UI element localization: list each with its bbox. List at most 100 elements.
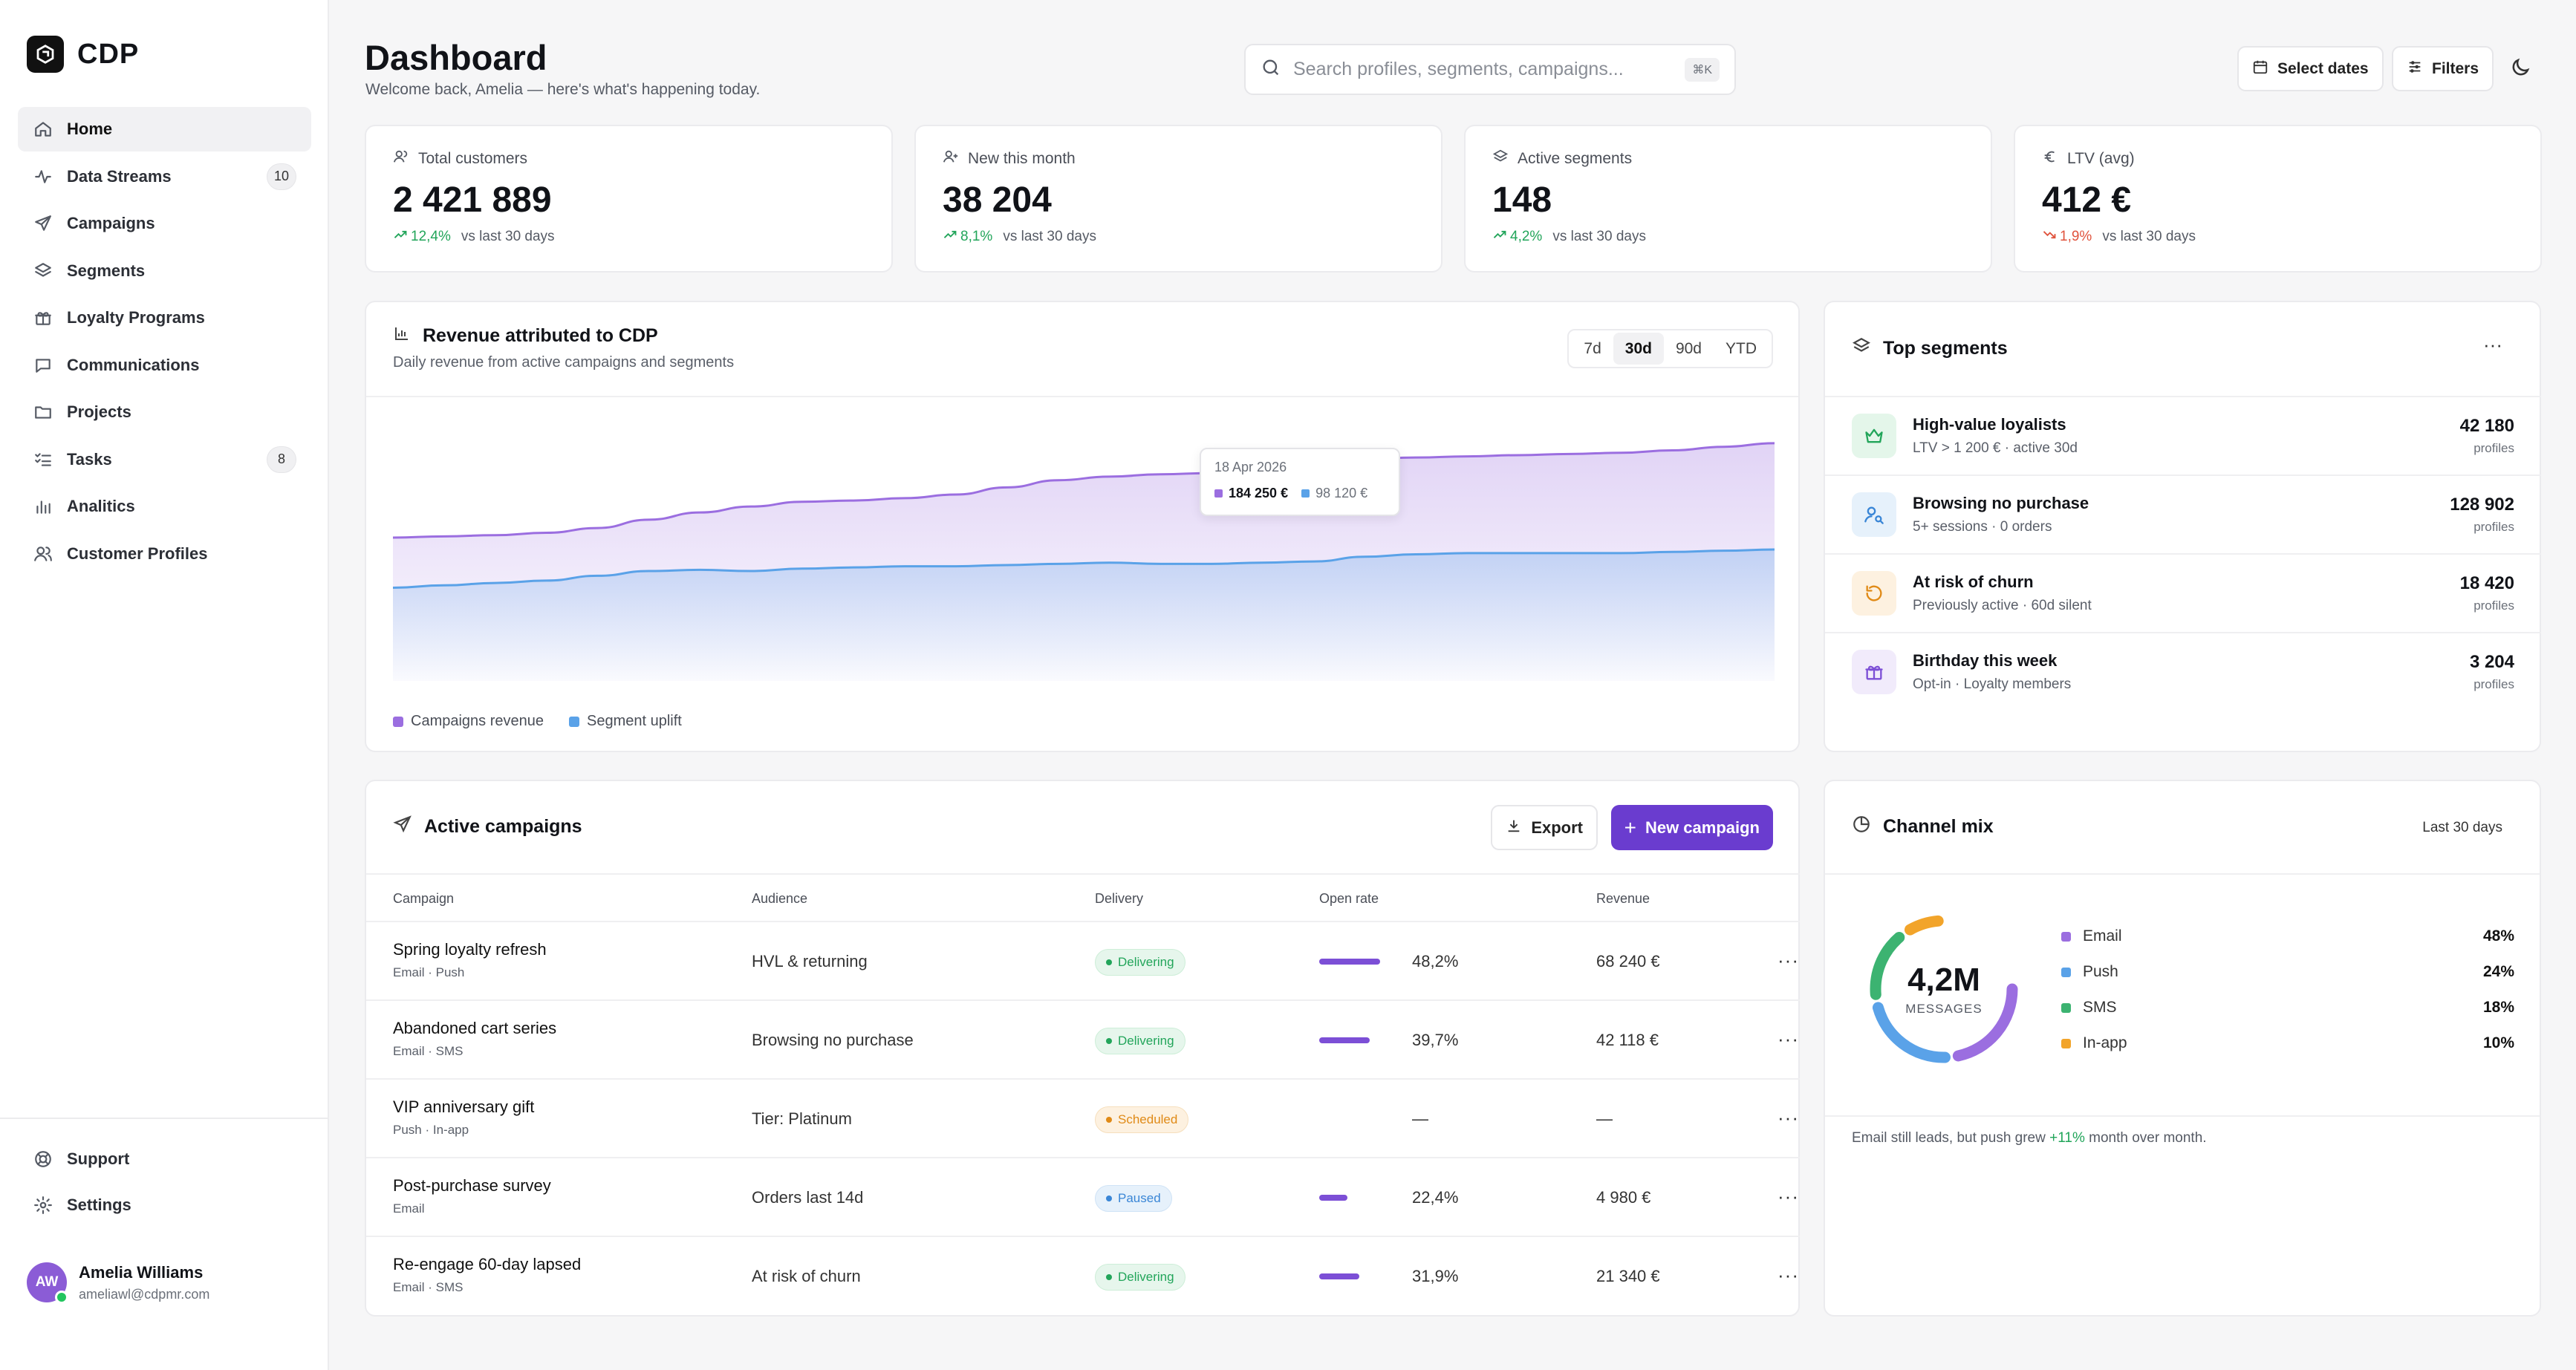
sidebar-item-tasks[interactable]: Tasks 8 bbox=[18, 437, 311, 482]
segment-unit: profiles bbox=[2473, 677, 2514, 691]
table-header: Campaign Audience Delivery Open rate Rev… bbox=[366, 873, 1800, 922]
range-tab-30d[interactable]: 30d bbox=[1613, 333, 1664, 365]
donut-total: 4,2M bbox=[1907, 962, 1980, 998]
channel-mix-period[interactable]: Last 30 days bbox=[2422, 820, 2502, 835]
sidebar-item-campaigns[interactable]: Campaigns bbox=[18, 201, 311, 246]
kpi-value: 38 204 bbox=[943, 180, 1052, 220]
users-icon bbox=[33, 544, 53, 564]
select-dates-button[interactable]: Select dates bbox=[2237, 46, 2384, 91]
col-campaign[interactable]: Campaign bbox=[393, 891, 455, 906]
sidebar-item-label: Tasks bbox=[67, 449, 112, 469]
online-status-dot bbox=[55, 1291, 68, 1304]
col-revenue[interactable]: Revenue bbox=[1596, 891, 1650, 906]
donut-slice-sms bbox=[1870, 915, 2018, 1063]
sidebar-item-loyalty-programs[interactable]: Loyalty Programs bbox=[18, 296, 311, 340]
avatar-initials: AW bbox=[35, 1274, 59, 1290]
channel-pct: 18% bbox=[2482, 999, 2514, 1016]
range-tab-90d[interactable]: 90d bbox=[1675, 339, 1702, 357]
crown-icon bbox=[1852, 414, 1896, 458]
campaigns-title: Active campaigns bbox=[424, 816, 582, 837]
campaign-name: Post-purchase survey bbox=[393, 1176, 551, 1195]
segment-row[interactable]: High-value loyalists LTV > 1 200 € · act… bbox=[1825, 396, 2541, 474]
row-more-icon[interactable]: ··· bbox=[1777, 949, 1799, 971]
campaign-audience: Tier: Platinum bbox=[752, 1109, 852, 1128]
tooltip-campaigns: 184 250 € bbox=[1214, 486, 1288, 501]
range-tab-7d[interactable]: 7d bbox=[1584, 339, 1601, 357]
table-row[interactable]: Spring loyalty refresh Email · Push HVL … bbox=[366, 922, 1800, 1001]
col-delivery[interactable]: Delivery bbox=[1095, 891, 1144, 906]
trend-up-icon bbox=[943, 227, 957, 247]
row-more-icon[interactable]: ··· bbox=[1777, 1106, 1799, 1129]
sidebar-item-label: Data Streams bbox=[67, 166, 172, 186]
segment-desc: Previously active · 60d silent bbox=[1913, 598, 2092, 613]
segment-count: 3 204 bbox=[2469, 652, 2514, 672]
table-row[interactable]: Re-engage 60-day lapsed Email · SMS At r… bbox=[366, 1237, 1800, 1316]
segment-row[interactable]: Birthday this week Opt-in · Loyalty memb… bbox=[1825, 632, 2541, 711]
campaign-revenue: 21 340 € bbox=[1596, 1267, 1660, 1285]
filters-button[interactable]: Filters bbox=[2392, 46, 2494, 91]
open-rate-value: 22,4% bbox=[1412, 1188, 1459, 1207]
segment-row[interactable]: At risk of churn Previously active · 60d… bbox=[1825, 553, 2541, 632]
campaign-name: Spring loyalty refresh bbox=[393, 940, 547, 959]
segment-name: High-value loyalists bbox=[1913, 415, 2066, 434]
sidebar-item-analitics[interactable]: Analitics bbox=[18, 484, 311, 529]
channel-row: SMS 18% bbox=[2061, 990, 2514, 1025]
sidebar: CDP Home Data Streams 10 Campaigns Segme… bbox=[0, 0, 329, 1370]
row-more-icon[interactable]: ··· bbox=[1777, 1185, 1799, 1207]
new-campaign-button[interactable]: + New campaign bbox=[1610, 805, 1773, 850]
row-more-icon[interactable]: ··· bbox=[1777, 1028, 1799, 1050]
campaign-channels: Email · Push bbox=[393, 965, 465, 979]
sidebar-item-segments[interactable]: Segments bbox=[18, 249, 311, 293]
donut-slice-email bbox=[1870, 915, 2018, 1063]
message-icon bbox=[33, 355, 53, 376]
top-segments-header: Top segments bbox=[1852, 336, 2008, 361]
search-bar[interactable]: ⌘K bbox=[1244, 44, 1736, 95]
table-row[interactable]: VIP anniversary gift Push · In-app Tier:… bbox=[366, 1080, 1800, 1158]
sidebar-item-projects[interactable]: Projects bbox=[18, 390, 311, 434]
export-button[interactable]: Export bbox=[1491, 805, 1598, 850]
users-icon bbox=[393, 149, 409, 169]
range-tab-ytd[interactable]: YTD bbox=[1726, 339, 1757, 357]
sidebar-item-data-streams[interactable]: Data Streams 10 bbox=[18, 154, 311, 199]
trend-up-icon bbox=[1492, 227, 1507, 247]
channel-mix-title: Channel mix bbox=[1883, 816, 1994, 837]
channel-row: Push 24% bbox=[2061, 954, 2514, 990]
channel-name: Push bbox=[2083, 963, 2118, 980]
lifebuoy-icon bbox=[33, 1149, 53, 1170]
sidebar-item-settings[interactable]: Settings bbox=[18, 1183, 311, 1227]
main-nav: Home Data Streams 10 Campaigns Segments … bbox=[18, 107, 311, 578]
main-content: Dashboard Welcome back, Amelia — here's … bbox=[329, 0, 2576, 1370]
sidebar-item-badge: 10 bbox=[267, 163, 296, 190]
sidebar-item-communications[interactable]: Communications bbox=[18, 343, 311, 388]
campaign-audience: Browsing no purchase bbox=[752, 1031, 914, 1049]
download-icon bbox=[1506, 818, 1522, 838]
user-email: ameliawl@cdpmr.com bbox=[79, 1286, 210, 1302]
series-line-1 bbox=[393, 548, 1775, 590]
channel-pct: 24% bbox=[2482, 963, 2514, 980]
more-options-icon[interactable]: ··· bbox=[2483, 333, 2502, 356]
logo[interactable]: CDP bbox=[27, 36, 139, 73]
kpi-card: New this month 38 204 8,1% vs last 30 da… bbox=[914, 125, 1443, 273]
sidebar-item-label: Customer Profiles bbox=[67, 544, 208, 563]
table-row[interactable]: Abandoned cart series Email · SMS Browsi… bbox=[366, 1001, 1800, 1080]
search-input[interactable] bbox=[1293, 59, 1674, 80]
user-profile[interactable]: AW Amelia Williams ameliawl@cdpmr.com bbox=[27, 1262, 210, 1304]
layers-icon bbox=[1492, 149, 1509, 169]
series-area-1 bbox=[393, 549, 1775, 681]
dark-mode-toggle-icon[interactable] bbox=[2509, 56, 2531, 82]
segment-unit: profiles bbox=[2473, 598, 2514, 613]
row-more-icon[interactable]: ··· bbox=[1777, 1264, 1799, 1286]
segment-desc: LTV > 1 200 € · active 30d bbox=[1913, 440, 2078, 456]
sidebar-item-customer-profiles[interactable]: Customer Profiles bbox=[18, 532, 311, 576]
sidebar-item-home[interactable]: Home bbox=[18, 107, 311, 151]
col-open-rate[interactable]: Open rate bbox=[1319, 891, 1379, 906]
table-row[interactable]: Post-purchase survey Email Orders last 1… bbox=[366, 1158, 1800, 1237]
sidebar-item-label: Loyalty Programs bbox=[67, 308, 205, 327]
export-label: Export bbox=[1531, 818, 1583, 837]
sidebar-item-support[interactable]: Support bbox=[18, 1137, 311, 1181]
segment-row[interactable]: Browsing no purchase 5+ sessions · 0 ord… bbox=[1825, 474, 2541, 553]
col-audience[interactable]: Audience bbox=[752, 891, 808, 906]
status-badge: Delivering bbox=[1095, 1028, 1185, 1054]
chart-legend: Campaigns revenue Segment uplift bbox=[393, 713, 682, 730]
avatar[interactable]: AW bbox=[27, 1262, 68, 1304]
